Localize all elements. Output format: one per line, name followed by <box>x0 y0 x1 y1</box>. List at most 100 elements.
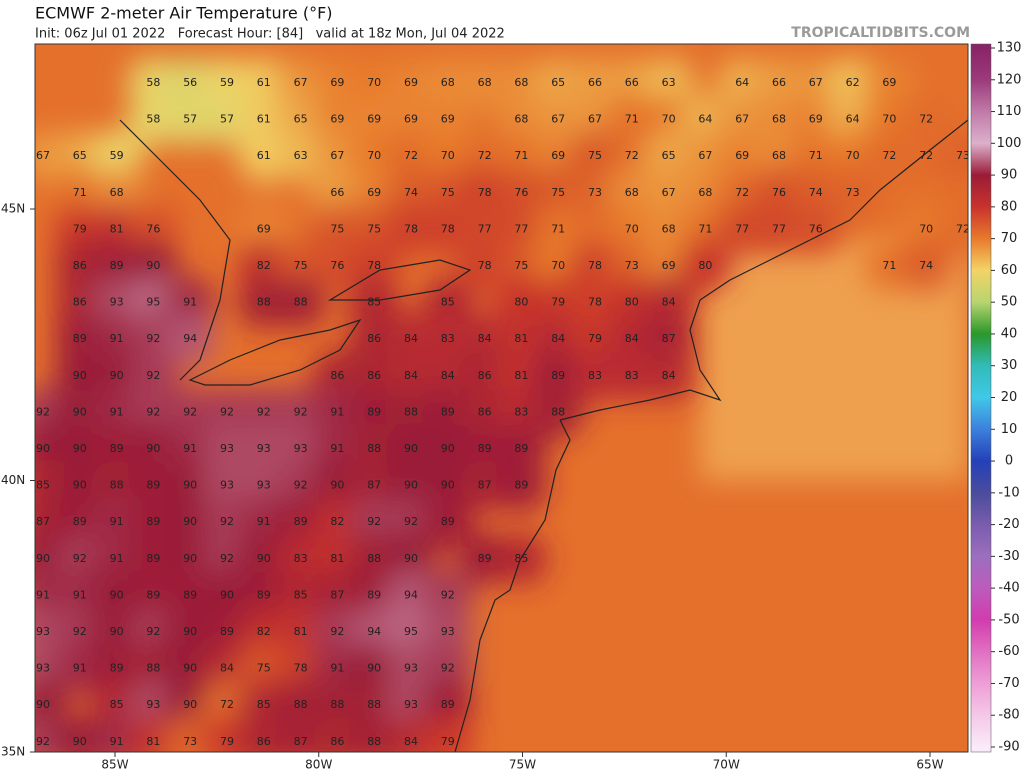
temperature-cell <box>127 276 180 329</box>
station-temp: 91 <box>110 552 124 565</box>
station-temp: 71 <box>698 222 712 235</box>
station-temp: 93 <box>257 442 271 455</box>
station-temp: 69 <box>551 149 565 162</box>
coast <box>559 119 968 421</box>
station-temp: 93 <box>257 479 271 492</box>
temperature-cell <box>53 606 106 658</box>
temperature-cell <box>237 569 290 622</box>
station-temp: 83 <box>588 369 602 382</box>
station-temp: 92 <box>183 405 197 418</box>
temperature-cell <box>348 203 401 256</box>
temperature-cell <box>201 679 253 732</box>
station-temp: 67 <box>735 113 749 126</box>
station-temp: 89 <box>146 515 160 528</box>
temperature-cell <box>274 130 327 183</box>
station-temp: 84 <box>662 296 676 309</box>
station-temp: 91 <box>110 735 124 748</box>
temperature-cell <box>569 349 621 402</box>
temperature-cell <box>495 57 548 109</box>
lon-label: 70W <box>713 758 740 772</box>
station-temp: 89 <box>73 515 87 528</box>
station-temp: 89 <box>441 405 455 418</box>
station-temp: 91 <box>330 442 344 455</box>
station-temp: 79 <box>220 735 234 748</box>
station-temp: 78 <box>478 186 492 199</box>
temperature-cell <box>348 642 401 695</box>
station-temp: 83 <box>441 332 455 345</box>
temperature-cell <box>458 166 511 219</box>
temperature-cell <box>127 606 180 658</box>
temperature-cell <box>900 203 953 256</box>
temperature-cell <box>53 423 106 475</box>
temperature-cell <box>458 459 511 512</box>
station-temp: 88 <box>551 405 565 418</box>
station-temp: 89 <box>514 479 528 492</box>
station-temp: 87 <box>330 588 344 601</box>
temperature-cell <box>311 93 364 146</box>
temperature-cell <box>458 130 511 183</box>
station-temp: 85 <box>367 296 381 309</box>
temperature-cell <box>532 349 585 402</box>
station-temp: 74 <box>404 186 418 199</box>
station-temp: 87 <box>662 332 676 345</box>
station-temp: 71 <box>514 149 528 162</box>
station-temp: 87 <box>294 735 308 748</box>
temperature-cell <box>421 459 474 512</box>
station-temp: 94 <box>367 625 381 638</box>
temperature-cell <box>421 166 474 219</box>
station-temp: 89 <box>514 442 528 455</box>
station-temp: 72 <box>478 149 492 162</box>
temperature-cell <box>348 313 401 366</box>
station-temp: 70 <box>662 113 676 126</box>
temperature-cell <box>164 679 217 732</box>
temperature-cell <box>716 166 769 219</box>
station-temp: 87 <box>367 479 381 492</box>
station-temp: 67 <box>551 113 565 126</box>
temperature-cell <box>421 606 474 658</box>
temperature-cell <box>385 203 437 256</box>
station-temp: 92 <box>220 552 234 565</box>
station-temp: 91 <box>110 332 124 345</box>
station-temp: 78 <box>441 222 455 235</box>
temperature-cell <box>642 203 695 256</box>
temperature-cell <box>90 386 143 439</box>
temperature-cell <box>164 93 217 146</box>
temperature-cell <box>348 166 401 219</box>
station-temp: 90 <box>441 442 455 455</box>
station-temp: 87 <box>36 515 50 528</box>
temperature-cell <box>53 130 106 183</box>
temperature-cell <box>605 130 658 183</box>
temperature-cell <box>201 569 253 622</box>
station-temp: 88 <box>367 552 381 565</box>
colorbar-label: -50 <box>998 612 1019 627</box>
temperature-cell <box>679 130 732 183</box>
station-temp: 88 <box>294 296 308 309</box>
temperature-cell <box>716 203 769 256</box>
station-temp: 90 <box>110 369 124 382</box>
temperature-cell <box>789 93 842 146</box>
station-temp: 86 <box>478 405 492 418</box>
station-temp: 61 <box>257 113 271 126</box>
colorbar-label: -90 <box>998 740 1019 755</box>
temperature-cell <box>605 313 658 366</box>
station-temp: 89 <box>294 515 308 528</box>
station-temp: 92 <box>441 588 455 601</box>
colorbar-label: 40 <box>1001 326 1018 341</box>
temperature-cell <box>53 203 106 256</box>
station-temp: 84 <box>551 332 565 345</box>
temperature-cell <box>569 93 621 146</box>
axis-labels: 45N 40N 35N 85W 80W 75W 70W 65W <box>1 202 944 772</box>
station-temp: 92 <box>146 332 160 345</box>
temperature-cell <box>348 130 401 183</box>
temperature-cell <box>274 276 327 329</box>
station-temp: 93 <box>36 662 50 675</box>
temperature-cell <box>311 130 364 183</box>
temperature-cell <box>127 349 180 402</box>
lake-ontario <box>327 259 472 301</box>
station-temp: 91 <box>73 662 87 675</box>
station-temp: 90 <box>36 698 50 711</box>
temperature-cell <box>421 93 474 146</box>
map-area: 58 56 59 61 67 69 70 69 68 68 68 65 66 66 63 64 66 67 62 69… <box>35 44 968 752</box>
temperature-cell <box>274 496 327 549</box>
station-temp: 90 <box>73 442 87 455</box>
